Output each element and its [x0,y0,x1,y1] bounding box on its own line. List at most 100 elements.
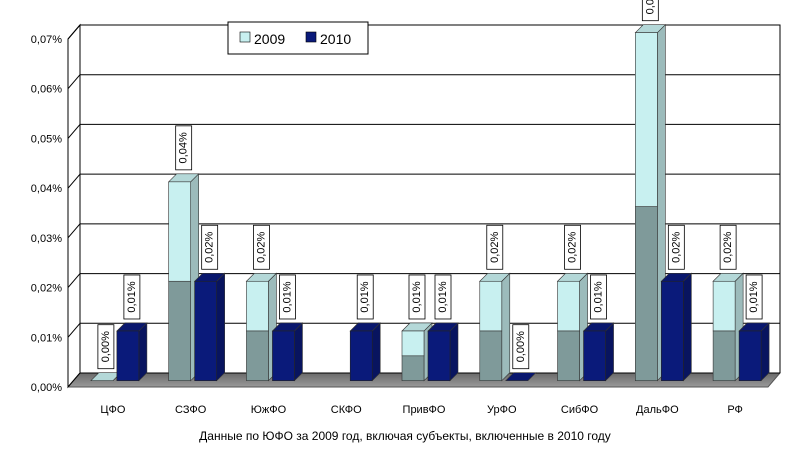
data-label-text: 0,01% [281,281,293,312]
bar-front-upper [712,280,736,332]
legend-label-2010: 2010 [320,31,351,47]
bar-front-lower [168,280,191,381]
data-label-2009-5: 0,02% [486,224,504,270]
y-tick-label: 0,03% [31,233,62,245]
data-label-box [641,0,659,22]
data-label-text: 0,02% [670,231,682,262]
data-label-text: 0,01% [411,281,423,312]
bar-front-lower [479,330,503,382]
x-category-label-4: ПривФО [403,404,446,416]
bar-side [138,322,148,382]
gridline-side [67,322,81,338]
data-label-box [279,274,296,320]
data-label-text: 0,04% [178,132,190,163]
bar-front-upper [168,181,191,282]
bar-front [661,280,684,381]
bar-2010-1 [193,272,226,382]
bar-front-upper [635,32,658,208]
bar-front-upper [401,330,425,357]
data-label-2009-2: 0,02% [253,224,270,270]
bar-front [116,330,140,382]
bar-front-upper [246,280,269,332]
bar-front [272,330,295,382]
data-label-text: 0,02% [567,231,579,262]
bar-front [583,330,606,382]
bar-front-lower [557,330,580,382]
data-label-text: 0,01% [126,281,138,312]
data-label-box [590,274,607,320]
data-label-text: 0,02% [255,231,267,262]
bar-front [427,330,451,382]
bar-front-lower [635,206,658,381]
legend-label-2009: 2009 [254,31,285,47]
x-axis-caption: Данные по ЮФО за 2009 год, включая субъе… [199,429,611,443]
data-label-2010-4: 0,01% [434,274,452,320]
data-label-2009-1: 0,04% [175,125,193,171]
bar-2010-8 [738,322,770,382]
y-tick-label: 0,04% [31,183,62,195]
legend-box [227,21,369,55]
bar-2010-2 [271,322,304,382]
data-label-text: 0,07% [644,0,656,14]
data-label-box [667,224,685,270]
x-category-label-6: СибФО [561,404,599,416]
data-label-box [97,324,115,370]
bar-side [683,272,692,382]
data-label-text: 0,01% [359,281,371,312]
legend: 2009 2010 [227,21,369,55]
bar-side [294,322,303,382]
bar-side [501,272,511,382]
bar-2009-7 [634,23,667,382]
y-tick-label: 0,07% [31,34,62,46]
data-label-box [564,224,581,270]
data-label-box [486,224,504,270]
data-label-text: 0,02% [489,231,501,262]
y-tick-label: 0,00% [31,382,62,394]
data-label-2010-2: 0,01% [279,274,296,320]
bar-2010-3 [349,322,381,382]
bar-side [605,322,614,382]
data-label-2010-5: 0,00% [512,324,530,370]
data-label-text: 0,00% [100,331,112,362]
gridline-side [67,173,81,189]
bar-front [738,330,762,382]
bar-2009-5 [479,272,511,382]
bar-2009-8 [712,272,744,382]
bar-side [216,272,225,382]
bar-2010-6 [582,322,615,382]
bar-front-upper [557,280,580,332]
bar-2009-2 [245,272,278,382]
data-label-text: 0,01% [748,281,760,312]
data-label-text: 0,01% [593,281,605,312]
bar-side [449,322,459,382]
x-category-label-1: СЗФО [175,404,207,416]
gridline-side [67,223,81,239]
bar-front-lower [712,330,736,382]
bar-2010-4 [427,322,459,382]
y-tick-label: 0,01% [31,332,62,344]
gridline-side [67,273,81,288]
data-label-box [253,224,270,270]
bar-2009-6 [556,272,589,382]
data-label-box [408,274,426,320]
data-label-2009-6: 0,02% [564,224,581,270]
bar-front [194,280,217,381]
x-category-label-7: ДальФО [636,404,679,416]
side-wall [67,23,81,389]
data-label-2009-8: 0,02% [719,224,737,270]
data-label-box [512,324,530,370]
bar-side [371,322,381,382]
y-tick-label: 0,02% [31,283,62,295]
bar-front-lower [246,330,269,382]
data-label-2010-3: 0,01% [356,274,374,320]
x-category-label-0: ЦФО [100,404,126,416]
data-label-2009-4: 0,01% [408,274,426,320]
data-label-text: 0,00% [515,331,527,362]
bar-2010-0 [116,322,148,382]
x-category-label-2: ЮжФО [251,404,287,416]
data-label-text: 0,01% [437,281,449,312]
legend-swatch-2009 [239,31,251,43]
bar-2010-5 [505,372,537,382]
bar-2010-7 [660,272,693,382]
